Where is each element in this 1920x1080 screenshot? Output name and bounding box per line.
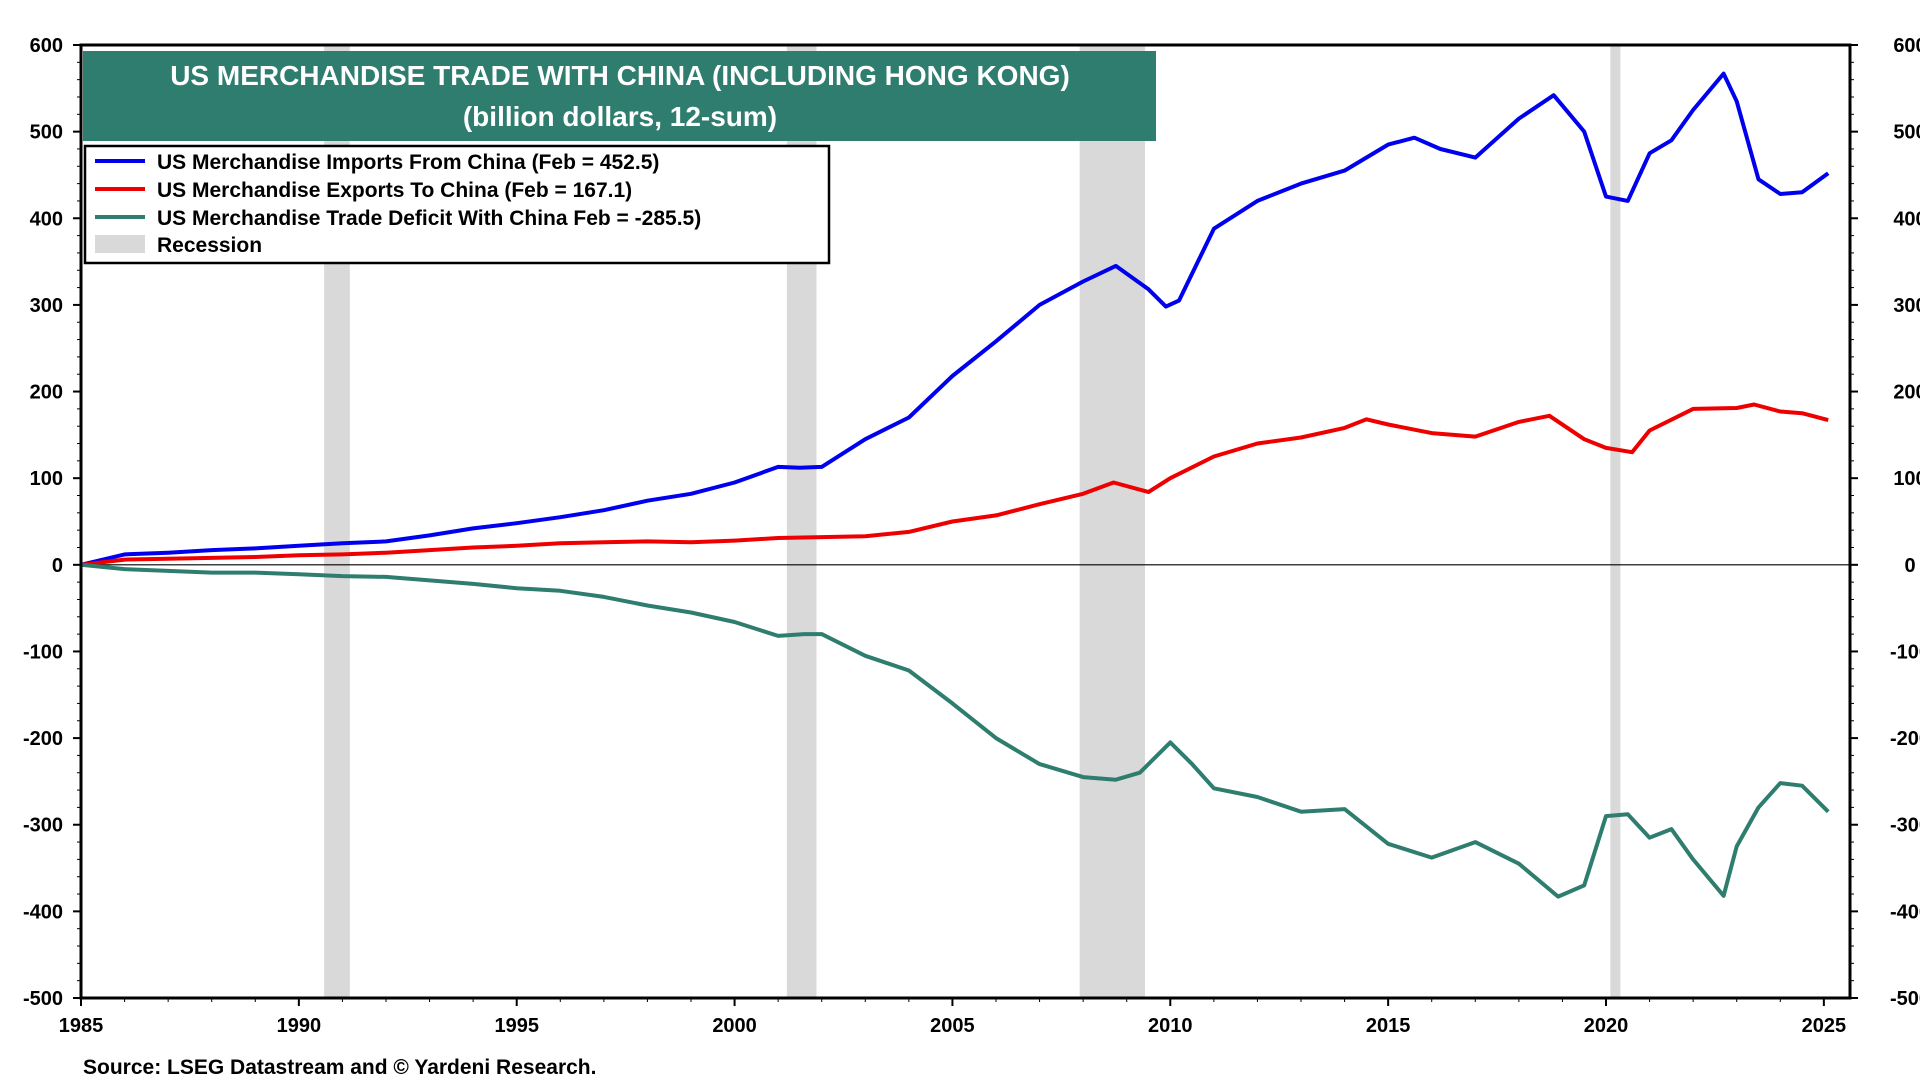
chart-title: US MERCHANDISE TRADE WITH CHINA (INCLUDI… [170,60,1070,91]
y-tick-label-right: 100 [1893,468,1920,490]
y-tick-label-right: -200 [1890,728,1920,750]
title-box: US MERCHANDISE TRADE WITH CHINA (INCLUDI… [83,51,1156,141]
x-tick-label: 2025 [1802,1015,1847,1037]
title-background [83,51,1156,141]
legend-box [83,144,831,265]
series-line-exports [80,402,1829,567]
plot-frame [79,43,1852,1000]
axes: 600 600 500 500 400 400 300 300 200 200 100 100 0 0 -1… [23,35,1920,1037]
recession-band [1610,45,1621,998]
y-tick-label-right: -500 [1890,988,1920,1010]
y-tick-label-right: 400 [1893,208,1920,230]
y-tick-label-right: 600 [1893,35,1920,57]
y-tick-label-left: 0 [52,555,63,577]
legend-label-deficit: US Merchandise Trade Deficit With China … [157,207,701,230]
source-note: Source: LSEG Datastream and © Yardeni Re… [83,1056,596,1079]
x-tick-label: 2015 [1366,1015,1411,1037]
y-tick-label-left: 600 [30,35,63,57]
x-tick-label: 1990 [277,1015,322,1037]
y-tick-label-right: 0 [1904,555,1915,577]
y-tick-label-right: -300 [1890,815,1920,837]
y-tick-label-left: 100 [30,468,63,490]
x-tick-label: 1985 [59,1015,104,1037]
y-tick-label-right: -400 [1890,901,1920,923]
chart-subtitle: (billion dollars, 12-sum) [463,101,777,132]
y-tick-label-right: 200 [1893,382,1920,404]
y-tick-label-right: 300 [1893,295,1920,317]
y-tick-label-left: -500 [23,988,63,1010]
y-tick-label-right: 500 [1893,122,1920,144]
recession-band [1079,45,1146,998]
series-line-imports [80,71,1830,567]
legend: US Merchandise Imports From China (Feb =… [83,144,831,265]
y-tick-label-left: 300 [30,295,63,317]
y-tick-label-left: 500 [30,122,63,144]
y-tick-label-left: -200 [23,728,63,750]
x-tick-label: 2005 [930,1015,975,1037]
legend-label-recession: Recession [157,234,262,257]
y-tick-label-left: -400 [23,901,63,923]
y-tick-label-left: -100 [23,641,63,663]
legend-label-imports: US Merchandise Imports From China (Feb =… [157,151,659,174]
x-tick-label: 2000 [712,1015,757,1037]
series-line-deficit [80,562,1830,899]
y-tick-label-left: 200 [30,382,63,404]
series-lines [80,71,1830,899]
x-tick-label: 2020 [1584,1015,1629,1037]
y-tick-label-left: -300 [23,815,63,837]
legend-label-exports: US Merchandise Exports To China (Feb = 1… [157,179,632,202]
y-tick-label-right: -100 [1890,641,1920,663]
y-tick-label-left: 400 [30,208,63,230]
legend-swatch-recession [95,235,145,253]
x-tick-label: 1995 [494,1015,539,1037]
x-tick-label: 2010 [1148,1015,1193,1037]
